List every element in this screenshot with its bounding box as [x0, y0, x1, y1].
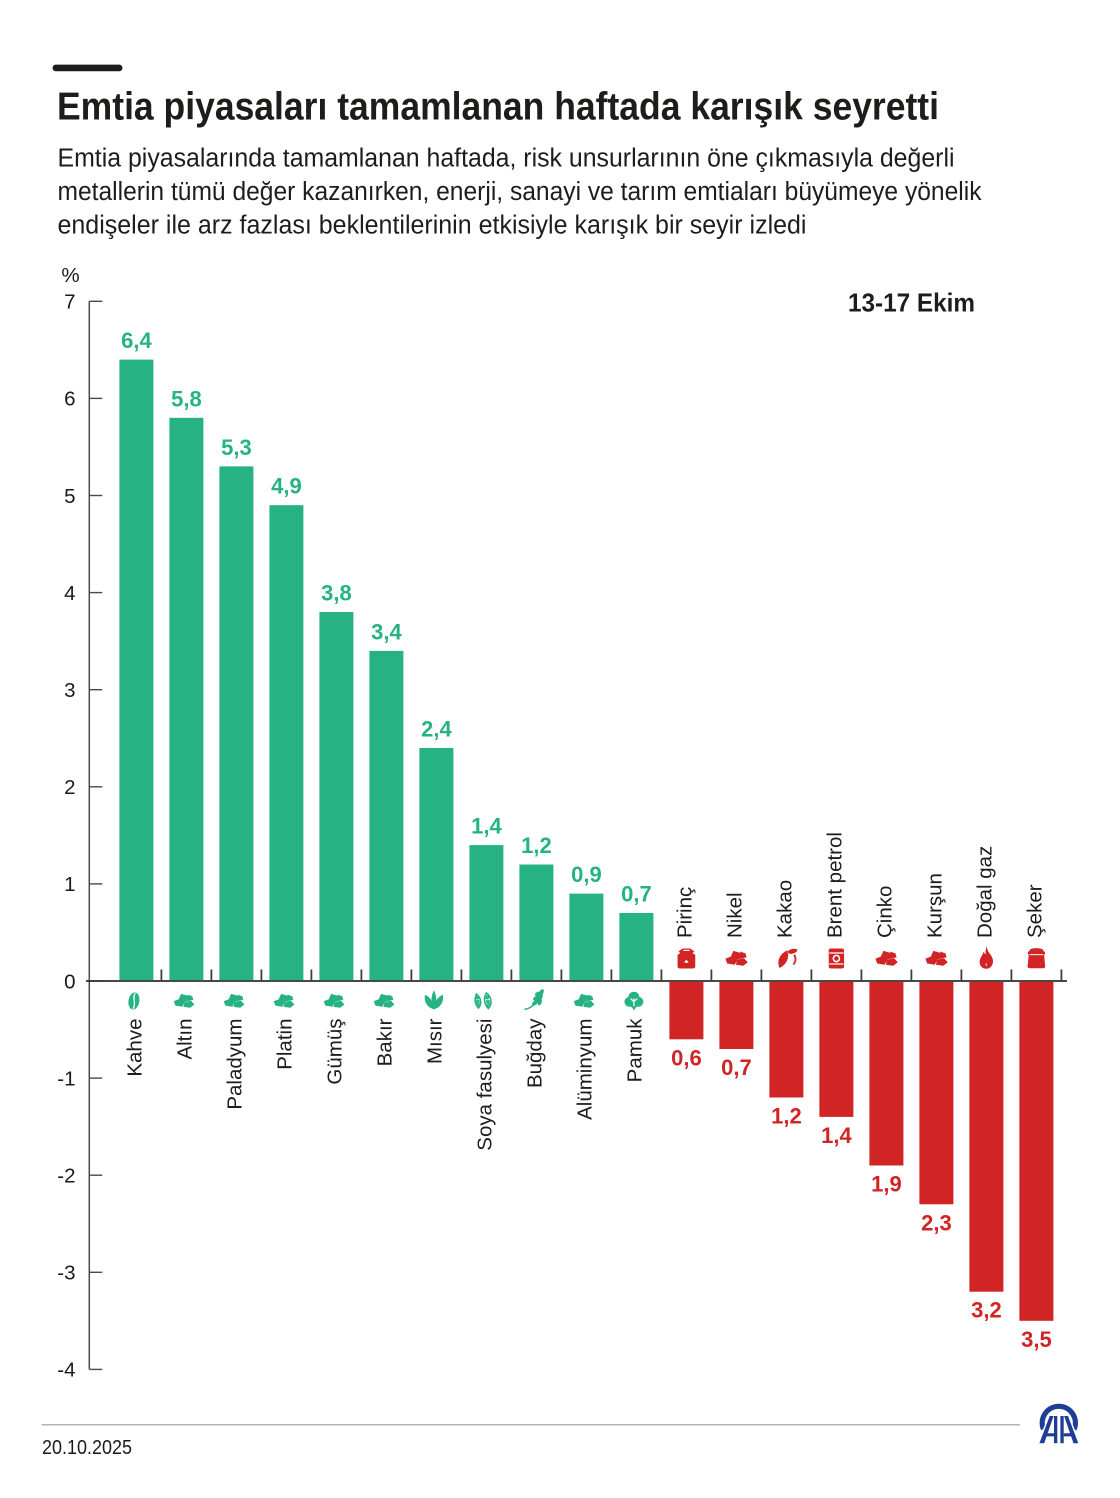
- svg-text:20.10.2025: 20.10.2025: [42, 1437, 132, 1459]
- svg-text:1,4: 1,4: [821, 1123, 852, 1148]
- svg-text:2: 2: [64, 776, 75, 799]
- svg-text:2,3: 2,3: [921, 1210, 952, 1235]
- svg-text:Mısır: Mısır: [423, 1018, 446, 1064]
- svg-text:Soya fasulyesi: Soya fasulyesi: [473, 1019, 496, 1151]
- svg-text:4,9: 4,9: [271, 474, 302, 499]
- svg-text:1,2: 1,2: [771, 1104, 802, 1129]
- svg-text:Çinko: Çinko: [873, 886, 896, 938]
- svg-text:2,4: 2,4: [421, 717, 452, 742]
- svg-text:5: 5: [64, 485, 75, 508]
- svg-text:Kahve: Kahve: [123, 1019, 146, 1077]
- svg-text:1: 1: [64, 873, 75, 896]
- svg-text:Paladyum: Paladyum: [223, 1019, 246, 1110]
- svg-text:Kakao: Kakao: [773, 880, 796, 938]
- svg-text:-1: -1: [57, 1067, 75, 1090]
- svg-text:endişeler ile arz fazlası bekl: endişeler ile arz fazlası beklentilerini…: [58, 212, 807, 240]
- svg-text:3: 3: [64, 679, 75, 702]
- svg-text:0,7: 0,7: [621, 882, 652, 907]
- svg-text:Emtia piyasaları tamamlanan ha: Emtia piyasaları tamamlanan haftada karı…: [57, 85, 939, 128]
- svg-text:6,4: 6,4: [121, 328, 152, 353]
- svg-text:Brent petrol: Brent petrol: [823, 832, 846, 938]
- svg-text:-3: -3: [57, 1262, 75, 1285]
- svg-text:Nikel: Nikel: [723, 892, 746, 938]
- svg-text:3,4: 3,4: [371, 619, 402, 644]
- svg-text:-4: -4: [57, 1359, 75, 1382]
- svg-text:5,3: 5,3: [221, 435, 252, 460]
- svg-text:Emtia piyasalarında tamamlanan: Emtia piyasalarında tamamlanan haftada, …: [58, 145, 955, 173]
- svg-text:Kurşun: Kurşun: [923, 873, 946, 938]
- svg-text:Gümüş: Gümüş: [323, 1019, 346, 1085]
- svg-text:3,5: 3,5: [1021, 1327, 1052, 1352]
- svg-text:Alüminyum: Alüminyum: [573, 1019, 596, 1120]
- svg-text:0,7: 0,7: [721, 1055, 752, 1080]
- svg-text:Pirinç: Pirinç: [673, 887, 696, 938]
- svg-text:Pamuk: Pamuk: [623, 1018, 646, 1083]
- svg-text:Bakır: Bakır: [373, 1018, 396, 1066]
- svg-text:0,9: 0,9: [571, 862, 602, 887]
- svg-text:4: 4: [64, 582, 75, 605]
- svg-text:metallerin tümü değer kazanırk: metallerin tümü değer kazanırken, enerji…: [58, 178, 982, 206]
- svg-text:13-17 Ekim: 13-17 Ekim: [848, 287, 975, 317]
- svg-text:Şeker: Şeker: [1023, 884, 1046, 938]
- svg-text:%: %: [61, 264, 79, 287]
- svg-text:3,8: 3,8: [321, 581, 352, 606]
- svg-text:1,4: 1,4: [471, 814, 502, 839]
- svg-text:0: 0: [64, 970, 75, 993]
- svg-text:-2: -2: [57, 1165, 75, 1188]
- svg-text:Doğal gaz: Doğal gaz: [973, 846, 996, 938]
- svg-text:Altın: Altın: [173, 1019, 196, 1060]
- svg-text:1,9: 1,9: [871, 1172, 902, 1197]
- svg-text:Buğday: Buğday: [523, 1018, 546, 1088]
- svg-text:6: 6: [64, 388, 75, 411]
- svg-text:Platin: Platin: [273, 1019, 296, 1070]
- svg-text:3,2: 3,2: [971, 1298, 1002, 1323]
- svg-text:7: 7: [64, 291, 75, 314]
- svg-text:1,2: 1,2: [521, 833, 552, 858]
- svg-text:5,8: 5,8: [171, 386, 202, 411]
- svg-text:0,6: 0,6: [671, 1045, 702, 1070]
